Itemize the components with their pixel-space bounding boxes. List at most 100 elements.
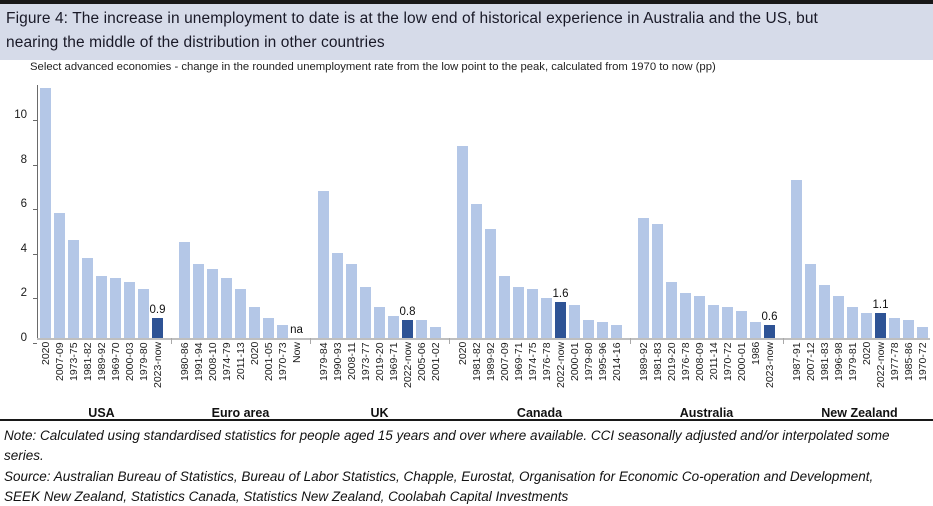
bar-zone [374,85,385,338]
bar-zone [263,85,274,338]
bar-zone [68,85,79,338]
historical-bar [388,316,399,338]
historical-bar [819,285,830,338]
bar-zone [722,85,733,338]
bar-slot: 1995-96 [597,85,609,405]
historical-bar [318,191,329,338]
y-tick-label: 4 [20,242,27,255]
figure-title: Figure 4: The increase in unemployment t… [6,10,818,51]
bar-slot: 2008-11 [346,85,358,405]
bar-zone [221,85,232,338]
category-label: 1974-75 [526,342,539,381]
category-label: 2022-now [554,342,567,389]
historical-bar [54,213,65,338]
historical-bar [68,240,79,338]
bar-slot: 1981-82 [471,85,483,405]
category-label: 1977-78 [888,342,901,381]
bar-slot: 1979-84 [318,85,330,405]
country-group-usa: 2020 2007-09 1973-75 1981-82 1989-92 1969-70 2… [39,85,166,421]
historical-bar [708,305,719,338]
bar-slot: 1989-92 [485,85,497,405]
category-label: 1989-92 [637,342,650,381]
bar-slot: 1990-93 [332,85,344,405]
category-label: 2022-now [401,342,414,389]
bar-slot: 0.6 2023-now [761,85,778,405]
historical-bar [179,242,190,338]
bar-zone [847,85,858,338]
bar-zone: na [290,85,303,338]
y-tick-mark [33,253,37,255]
bar-slot: 1977-78 [888,85,901,405]
bar-zone [346,85,357,338]
historical-bar [680,293,691,338]
bar-slot: 2014-16 [611,85,623,405]
category-label: 2022-now [874,342,887,389]
country-group-uk: 1979-84 1990-93 2008-11 1973-77 2019-20 1969-… [318,85,442,421]
group-label: Canada [516,406,563,420]
bar-slot: 2011-14 [708,85,720,405]
bar-slot: 1991-94 [193,85,205,405]
historical-bar [847,307,858,338]
category-label: 2001-02 [429,342,442,381]
category-label: 2020 [860,342,873,366]
historical-bar [722,307,733,338]
y-tick-label: 0 [20,332,27,344]
category-label: 2020 [39,342,52,366]
historical-bar [360,287,371,338]
country-group-euro-area: 1980-86 1991-94 2008-10 1974-79 2011-13 2020 2… [179,85,303,421]
category-label: 1976-78 [540,342,553,381]
bar-slot: 1.1 2022-now [873,85,889,405]
group-label: UK [370,406,389,420]
bar-slot: 1985-86 [902,85,915,405]
y-axis-line [37,85,38,339]
historical-bar [346,264,357,338]
bar-zone [82,85,93,338]
historical-bar [569,305,580,338]
historical-bar [430,327,441,338]
source-text: Source: Australian Bureau of Statistics,… [4,469,874,504]
y-tick-label: 10 [14,109,27,122]
category-label: 1985-86 [902,342,915,381]
historical-bar [82,258,93,338]
bar-slot: 1976-78 [680,85,692,405]
category-label: Now [290,342,303,364]
bar-zone: 0.8 [400,85,416,338]
historical-bar [221,278,232,338]
group-boundary-tick [629,338,631,344]
current-period-bar [555,302,566,338]
bar-slot: 1.6 2022-now [553,85,569,405]
historical-bar [750,322,761,338]
category-label: 2020 [248,342,261,366]
bar-zone: 1.1 [873,85,889,338]
category-label: 1970-73 [276,342,289,381]
historical-bar [374,307,385,338]
historical-bar [96,276,107,338]
bar-zone [430,85,441,338]
category-label: 2000-03 [123,342,136,381]
group-boundary-tick [170,338,172,344]
bar-zone [471,85,482,338]
bar-slot: 2011-13 [235,85,247,405]
bar-zone [708,85,719,338]
historical-bar [277,325,288,338]
bar-slot: 2001-02 [429,85,442,405]
top-rule [0,0,933,4]
historical-bar [207,269,218,338]
historical-bar [263,318,274,338]
bar-slot: 1969-71 [388,85,400,405]
bar-zone [750,85,761,338]
historical-bar [861,313,872,338]
bar-slot: 1989-92 [637,85,650,405]
bar-slot: 2007-12 [805,85,817,405]
bar-zone [96,85,107,338]
bar-zone [638,85,649,338]
bar-slot: 1987-91 [791,85,803,405]
bar-slot: 2007-09 [499,85,511,405]
category-label: 2008-10 [206,342,219,381]
bar-slot: 2020 [248,85,261,405]
bottom-rule [0,419,933,421]
value-label: 0.6 [761,311,778,323]
y-tick-mark [33,120,37,122]
group-boundary-tick [448,338,450,344]
bar-slot: 1986 [750,85,762,405]
